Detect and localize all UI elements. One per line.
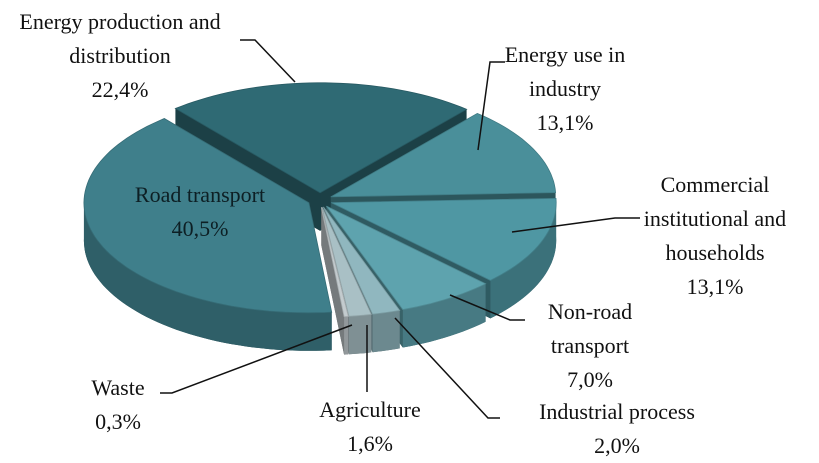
slice-label: Agriculture 1,6% <box>290 393 450 461</box>
slice-side <box>349 314 372 355</box>
slice <box>83 118 333 314</box>
category-label: Non-road transport <box>547 299 633 358</box>
value-label: 0,3% <box>95 409 141 434</box>
leader-line <box>449 294 525 321</box>
leader-line <box>160 324 353 394</box>
leader-line <box>394 317 500 419</box>
category-label: Industrial process <box>539 399 695 424</box>
slice-label: Industrial process 2,0% <box>497 395 737 463</box>
slice <box>321 206 372 317</box>
slice-side <box>83 202 332 351</box>
leader-line <box>511 217 640 233</box>
category-label: Waste <box>91 375 145 400</box>
slice <box>326 205 487 310</box>
category-label: Energy production and distribution <box>19 9 221 68</box>
value-label: 7,0% <box>567 367 613 392</box>
leader-line <box>240 39 296 83</box>
category-label: Commercial institutional and households <box>643 172 787 265</box>
slice-label: Non-road transport 7,0% <box>530 295 650 397</box>
slice-wall <box>321 207 345 355</box>
slices <box>83 82 557 355</box>
value-label: 13,1% <box>686 274 744 299</box>
slice-label: Energy production and distribution 22,4% <box>5 5 235 107</box>
slice-side <box>402 283 486 348</box>
slice <box>331 197 557 281</box>
slice <box>174 82 468 194</box>
slice <box>330 112 557 198</box>
category-label: Energy use in industry <box>504 42 626 101</box>
slice-side <box>344 316 349 355</box>
slice-label: Road transport 40,5% <box>90 178 310 246</box>
slice-side <box>490 202 557 319</box>
slice <box>320 207 349 318</box>
value-label: 2,0% <box>594 433 640 458</box>
slice-label: Energy use in industry 13,1% <box>485 38 645 140</box>
category-label: Agriculture <box>319 397 421 422</box>
value-label: 13,1% <box>536 110 594 135</box>
slice-label: Waste 0,3% <box>68 371 168 439</box>
slice <box>323 206 401 315</box>
value-label: 22,4% <box>91 77 149 102</box>
category-label: Road transport <box>134 182 266 207</box>
leader-line <box>477 61 505 151</box>
value-label: 1,6% <box>347 431 393 456</box>
slice-label: Commercial institutional and households 1… <box>622 168 808 304</box>
value-label: 40,5% <box>171 216 229 241</box>
slice-side <box>372 310 400 353</box>
